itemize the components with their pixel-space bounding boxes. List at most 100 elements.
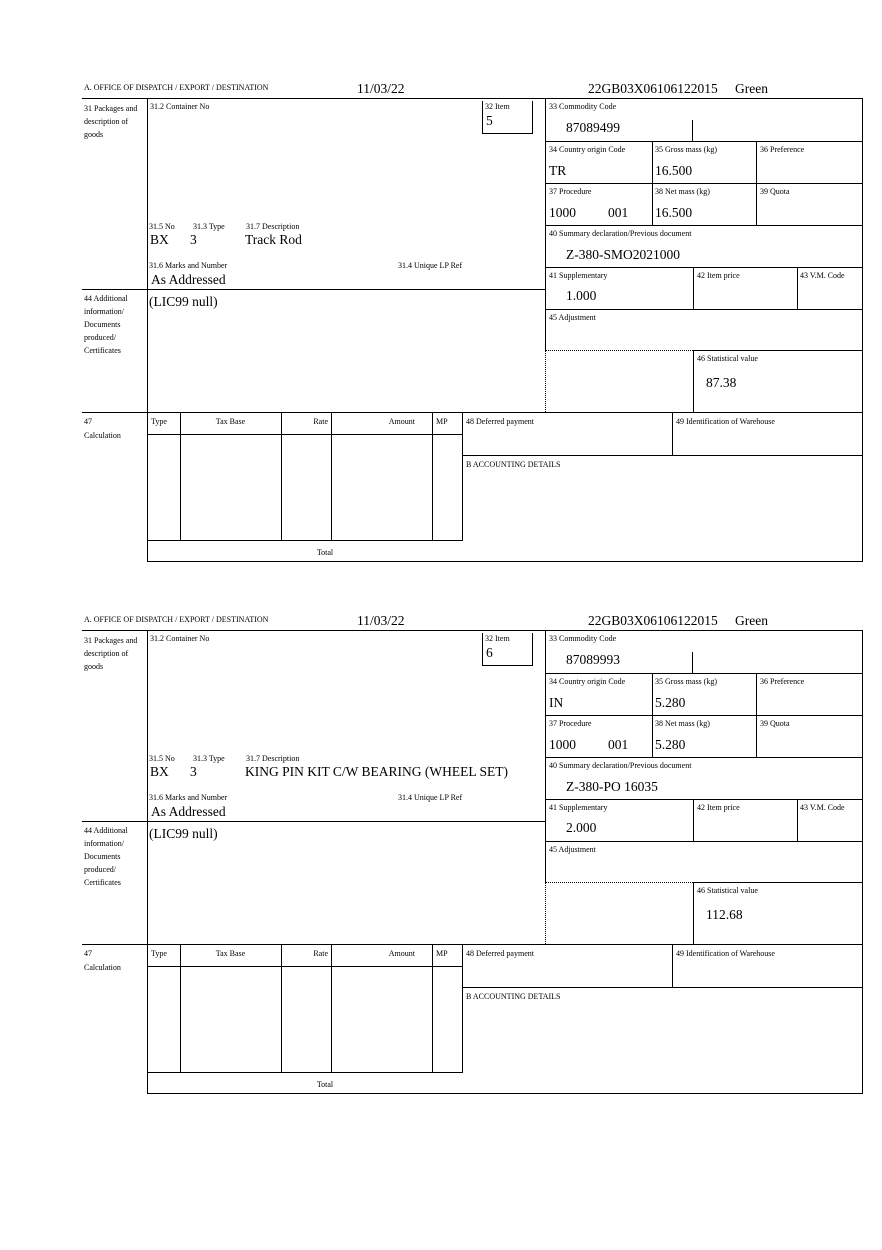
total-label: Total	[316, 548, 334, 557]
packages-label: 31 Packages and description of goods	[84, 636, 138, 671]
marks-value: As Addressed	[151, 272, 226, 287]
divider	[672, 412, 674, 455]
country-origin-label: 34 Country origin Code	[549, 145, 626, 154]
pkg-description: Track Rod	[245, 232, 302, 247]
divider	[693, 350, 863, 352]
pkg-desc-label: 31.7 Description	[246, 222, 300, 231]
summary-decl-label: 40 Summary declaration/Previous document	[549, 761, 692, 770]
col-tax-base: Tax Base	[215, 949, 246, 958]
net-mass-label: 38 Net mass (kg)	[655, 719, 710, 728]
divider	[693, 267, 695, 309]
route-status: Green	[735, 81, 768, 96]
pkg-type: 3	[190, 764, 197, 779]
total-label: Total	[316, 1080, 334, 1089]
divider	[672, 944, 674, 987]
net-mass: 5.280	[655, 737, 686, 752]
item-label: 32 Item	[485, 634, 510, 643]
col-mp: MP	[436, 417, 448, 426]
reference-number: 22GB03X06106122015	[588, 613, 718, 628]
divider	[82, 821, 546, 823]
divider	[432, 412, 434, 540]
divider	[545, 715, 863, 717]
summary-decl: Z-380-SMO2021000	[566, 247, 680, 262]
col-rate: Rate	[313, 949, 328, 958]
divider	[482, 665, 533, 667]
divider	[281, 412, 283, 540]
procedure-label: 37 Procedure	[549, 187, 592, 196]
divider	[180, 944, 182, 1072]
divider	[82, 412, 863, 414]
calc-number-label: 47	[84, 417, 92, 426]
divider	[462, 944, 464, 1072]
divider	[545, 630, 547, 882]
date: 11/03/22	[357, 81, 405, 96]
office-label: A. OFFICE OF DISPATCH / EXPORT / DESTINA…	[84, 83, 269, 92]
divider	[652, 141, 654, 225]
divider	[147, 434, 463, 436]
divider	[545, 799, 863, 801]
divider	[693, 882, 863, 884]
divider	[331, 944, 333, 1072]
divider	[797, 267, 799, 309]
divider	[432, 944, 434, 1072]
item-number: 6	[486, 645, 493, 660]
additional-info: (LIC99 null)	[149, 826, 218, 841]
divider	[147, 98, 149, 562]
divider	[545, 673, 863, 675]
item-number: 5	[486, 113, 493, 128]
divider	[545, 757, 863, 759]
additional-info-label: 44 Additional information/ Documents pro…	[84, 294, 128, 355]
preference-label: 36 Preference	[760, 145, 805, 154]
gross-mass: 16.500	[655, 163, 693, 178]
divider	[862, 98, 864, 562]
divider	[532, 101, 534, 134]
calculation-label: Calculation	[84, 963, 121, 972]
divider	[545, 225, 863, 227]
unique-lp-label: 31.4 Unique LP Ref	[398, 793, 463, 802]
packages-label: 31 Packages and description of goods	[84, 104, 138, 139]
divider	[462, 412, 464, 540]
item-label: 32 Item	[485, 102, 510, 111]
calc-number-label: 47	[84, 949, 92, 958]
country-origin: TR	[549, 163, 567, 178]
gross-mass-label: 35 Gross mass (kg)	[655, 145, 717, 154]
vm-code-label: 43 V.M. Code	[800, 271, 845, 280]
pkg-desc-label: 31.7 Description	[246, 754, 300, 763]
container-no-label: 31.2 Container No	[150, 634, 210, 643]
marks-value: As Addressed	[151, 804, 226, 819]
divider	[462, 455, 863, 457]
divider	[82, 944, 863, 946]
dotted-divider	[545, 882, 693, 883]
divider	[331, 412, 333, 540]
divider	[180, 412, 182, 540]
divider	[756, 141, 758, 225]
accounting-details-label: B ACCOUNTING DETAILS	[466, 460, 561, 469]
country-origin-label: 34 Country origin Code	[549, 677, 626, 686]
divider	[82, 630, 863, 632]
divider	[652, 673, 654, 757]
procedure-sub: 001	[608, 737, 629, 752]
divider	[797, 799, 799, 841]
marks-label: 31.6 Marks and Number	[149, 793, 228, 802]
divider	[147, 561, 863, 563]
divider	[281, 944, 283, 1072]
country-origin: IN	[549, 695, 564, 710]
col-tax-base: Tax Base	[215, 417, 246, 426]
supplementary-label: 41 Supplementary	[549, 803, 608, 812]
divider	[545, 183, 863, 185]
divider	[532, 633, 534, 666]
deferred-payment-label: 48 Deferred payment	[466, 949, 534, 958]
item-price-label: 42 Item price	[697, 803, 740, 812]
pkg-type: 3	[190, 232, 197, 247]
commodity-code: 87089499	[566, 120, 620, 135]
procedure-sub: 001	[608, 205, 629, 220]
commodity-code: 87089993	[566, 652, 620, 667]
summary-decl: Z-380-PO 16035	[566, 779, 658, 794]
pkg-type-label: 31.3 Type	[193, 754, 225, 763]
reference-number: 22GB03X06106122015	[588, 81, 718, 96]
divider	[545, 841, 863, 843]
divider	[545, 98, 547, 350]
divider	[82, 289, 546, 291]
col-rate: Rate	[313, 417, 328, 426]
summary-decl-label: 40 Summary declaration/Previous document	[549, 229, 692, 238]
